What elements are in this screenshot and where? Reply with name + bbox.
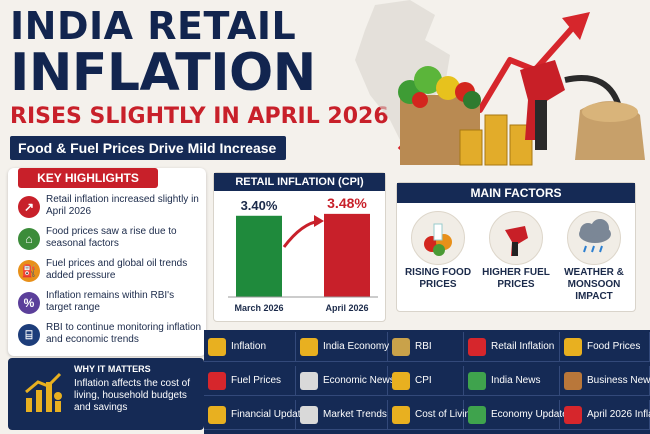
why-text: Inflation affects the cost of living, ho… xyxy=(74,378,190,413)
topic-tag-label: Market Trends xyxy=(323,409,387,420)
factor-weather-label: WEATHER & MONSOON IMPACT xyxy=(564,267,624,302)
factor-fuel: HIGHER FUEL PRICES xyxy=(477,205,555,309)
topic-tags-grid: Inflation India Economy RBI Retail Inflatio… xyxy=(204,330,650,434)
topic-tag-label: India News xyxy=(491,375,541,386)
topic-tag[interactable]: Financial Update xyxy=(204,400,306,430)
factor-fuel-label: HIGHER FUEL PRICES xyxy=(482,267,550,290)
topic-tag[interactable]: Economic News xyxy=(296,366,395,396)
topic-tag[interactable]: Economy Update xyxy=(464,400,568,430)
topic-tag-label: Business News xyxy=(587,375,650,386)
highlight-item: ↗ Retail inflation increased slightly in … xyxy=(18,194,203,228)
family-growth-icon xyxy=(25,372,62,412)
cpi-chart-title: RETAIL INFLATION (CPI) xyxy=(214,173,385,191)
basket-icon xyxy=(564,337,582,356)
topic-tag-label: Financial Update xyxy=(231,409,307,420)
highlight-item: % Inflation remains within RBI's target r… xyxy=(18,290,203,324)
highlight-text: Inflation remains within RBI's target ra… xyxy=(46,290,175,313)
highlight-text: Fuel prices and global oil trends added … xyxy=(46,258,188,281)
highlight-text: RBI to continue monitoring inflation and… xyxy=(46,322,202,345)
key-highlights-panel: KEY HIGHLIGHTS ↗ Retail inflation increas… xyxy=(8,168,206,356)
factor-weather: WEATHER & MONSOON IMPACT xyxy=(555,205,633,309)
why-heading: WHY IT MATTERS xyxy=(74,364,151,374)
fuel-pump-icon xyxy=(208,371,226,390)
why-it-matters-panel: WHY IT MATTERS Inflation affects the cos… xyxy=(8,358,204,430)
topic-tag[interactable]: Business News xyxy=(560,366,650,396)
rupee-circle-icon xyxy=(392,371,410,390)
highlight-item: ⌂ Food prices saw a rise due to seasonal … xyxy=(18,226,203,260)
topic-tag-label: Economic News xyxy=(323,375,395,386)
topic-tag[interactable]: Food Prices xyxy=(560,332,650,362)
highlight-item: ⛽ Fuel prices and global oil trends added… xyxy=(18,258,203,292)
highlight-text: Food prices saw a rise due to seasonal f… xyxy=(46,226,177,249)
factor-food: RISING FOOD PRICES xyxy=(399,205,477,309)
topic-tag-label: RBI xyxy=(415,341,432,352)
globe-icon xyxy=(468,405,486,424)
fuel-nozzle-icon xyxy=(489,211,543,265)
topic-tag[interactable]: Cost of Living xyxy=(388,400,476,430)
cpi-chart-panel: RETAIL INFLATION (CPI) 3.40% March 2026 3.… xyxy=(213,172,386,322)
bar-chart-icon xyxy=(300,337,318,356)
growth-chart-icon xyxy=(208,405,226,424)
hero-illustration xyxy=(355,0,645,166)
line-trend-icon xyxy=(300,405,318,424)
cpi-chart: 3.40% March 2026 3.48% April 2026 xyxy=(228,195,378,313)
cpi-value-label: 3.48% xyxy=(327,195,367,211)
cpi-bar xyxy=(236,215,282,297)
topic-tag-label: Cost of Living xyxy=(415,409,476,420)
cpi-category-label: April 2026 xyxy=(325,303,368,313)
topic-tag[interactable]: India News xyxy=(464,366,560,396)
newspaper-icon xyxy=(300,371,318,390)
india-map-outline xyxy=(355,0,450,150)
topic-tag[interactable]: India Economy xyxy=(296,332,390,362)
topic-tag-label: Retail Inflation xyxy=(491,341,555,352)
topic-tag-label: India Economy xyxy=(323,341,390,352)
rain-cloud-icon xyxy=(567,211,621,265)
main-factors-panel: MAIN FACTORS RISING FOOD PRICES HIGHER F… xyxy=(396,182,636,312)
fuel-pump-icon: ⛽ xyxy=(18,260,40,282)
title-line-3: RISES SLIGHTLY IN APRIL 2026 xyxy=(10,104,389,129)
topic-tag-label: Food Prices xyxy=(587,341,641,352)
basket-icon: ⌂ xyxy=(18,228,40,250)
topic-tag[interactable]: Fuel Prices xyxy=(204,366,296,396)
topic-tag[interactable]: Inflation xyxy=(204,332,296,362)
factor-food-label: RISING FOOD PRICES xyxy=(404,267,472,290)
topic-tag[interactable]: RBI xyxy=(388,332,464,362)
bank-icon: ⌸ xyxy=(18,324,40,346)
topic-tag-label: Fuel Prices xyxy=(231,375,282,386)
highlight-item: ⌸ RBI to continue monitoring inflation an… xyxy=(18,322,203,356)
rbi-seal-icon xyxy=(392,337,410,356)
rupee-up-icon xyxy=(208,337,226,356)
cpi-category-label: March 2026 xyxy=(234,303,283,313)
briefcase-icon xyxy=(564,371,582,390)
cpi-value-label: 3.40% xyxy=(241,198,278,213)
title-line-2: INFLATION xyxy=(10,43,316,103)
topic-tag-label: April 2026 Inflation xyxy=(587,409,650,420)
chart-up-icon: ↗ xyxy=(18,196,40,218)
key-highlights-title: KEY HIGHLIGHTS xyxy=(18,168,158,188)
topic-tag[interactable]: CPI xyxy=(388,366,464,396)
topic-tag-label: CPI xyxy=(415,375,432,386)
cpi-bar xyxy=(324,213,370,297)
vegetables-icon xyxy=(411,211,465,265)
money-bag-icon xyxy=(392,405,410,424)
topic-tag[interactable]: Retail Inflation xyxy=(464,332,560,362)
increase-arrow-head xyxy=(314,215,324,227)
topic-tag-label: Economy Update xyxy=(491,409,568,420)
highlight-text: Retail inflation increased slightly in A… xyxy=(46,194,199,217)
topic-tag-label: Inflation xyxy=(231,341,267,352)
calendar-icon xyxy=(564,405,582,424)
india-map-icon xyxy=(468,371,486,390)
topic-tag[interactable]: Market Trends xyxy=(296,400,388,430)
main-factors-title: MAIN FACTORS xyxy=(397,183,635,203)
percent-icon: % xyxy=(18,292,40,314)
title-line-1: INDIA RETAIL xyxy=(10,4,297,48)
topic-tag[interactable]: April 2026 Inflation xyxy=(560,400,650,430)
subtitle-banner: Food & Fuel Prices Drive Mild Increase xyxy=(10,136,286,160)
cart-icon xyxy=(468,337,486,356)
